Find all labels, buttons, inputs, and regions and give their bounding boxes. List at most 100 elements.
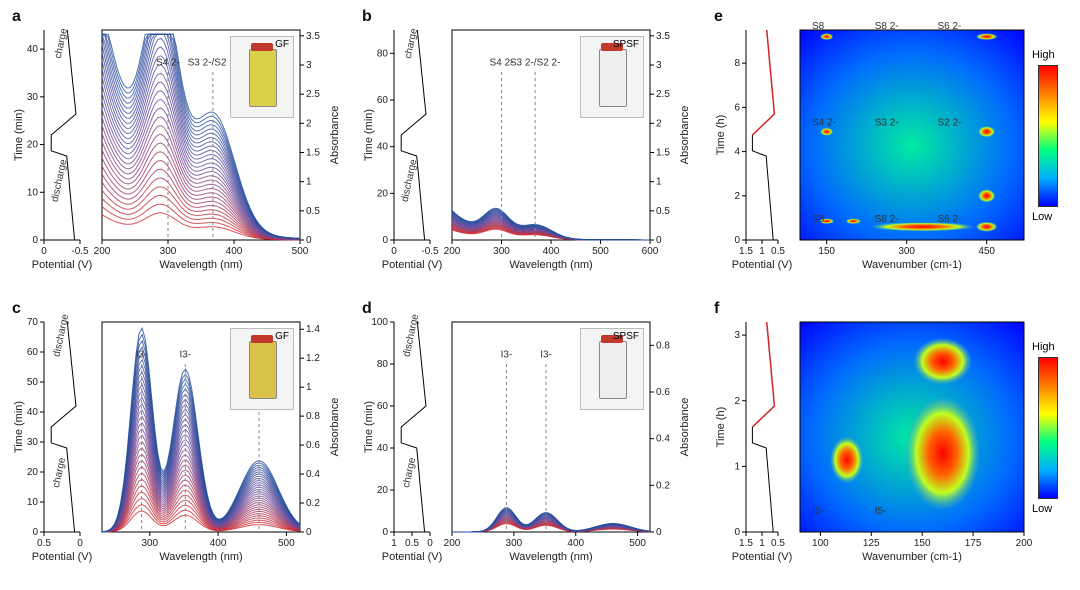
svg-text:Potential (V): Potential (V) bbox=[382, 551, 443, 563]
svg-text:200: 200 bbox=[444, 538, 461, 549]
colorbar-low-e: Low bbox=[1032, 211, 1052, 223]
svg-text:1: 1 bbox=[759, 246, 765, 257]
svg-text:0.6: 0.6 bbox=[306, 440, 320, 451]
svg-text:Potential (V): Potential (V) bbox=[732, 259, 793, 271]
svg-text:Absorbance: Absorbance bbox=[329, 398, 341, 457]
svg-text:-0.5: -0.5 bbox=[421, 246, 439, 257]
svg-text:60: 60 bbox=[377, 401, 389, 412]
svg-text:Time (min): Time (min) bbox=[363, 109, 375, 161]
svg-text:2: 2 bbox=[656, 118, 662, 129]
svg-text:500: 500 bbox=[629, 538, 646, 549]
svg-text:-0.5: -0.5 bbox=[71, 246, 89, 257]
svg-text:2: 2 bbox=[734, 191, 740, 202]
inset-photo-a: GF bbox=[230, 36, 294, 118]
svg-text:0: 0 bbox=[391, 246, 397, 257]
svg-text:Time (min): Time (min) bbox=[363, 401, 375, 453]
inset-photo-c: GF bbox=[230, 328, 294, 410]
svg-text:400: 400 bbox=[567, 538, 584, 549]
svg-text:Wavenumber (cm-1): Wavenumber (cm-1) bbox=[862, 551, 962, 563]
svg-text:0.2: 0.2 bbox=[306, 498, 320, 509]
svg-text:200: 200 bbox=[94, 246, 111, 257]
svg-text:80: 80 bbox=[377, 48, 389, 59]
svg-text:1: 1 bbox=[734, 461, 740, 472]
svg-text:0: 0 bbox=[306, 235, 312, 246]
svg-text:Wavelength (nm): Wavelength (nm) bbox=[159, 259, 242, 271]
svg-text:0.8: 0.8 bbox=[656, 340, 670, 351]
svg-text:Potential (V): Potential (V) bbox=[732, 551, 793, 563]
svg-text:S8: S8 bbox=[812, 21, 825, 32]
svg-text:40: 40 bbox=[27, 44, 39, 55]
svg-text:150: 150 bbox=[914, 538, 931, 549]
svg-text:Potential (V): Potential (V) bbox=[32, 551, 93, 563]
svg-text:Time (min): Time (min) bbox=[13, 109, 25, 161]
svg-text:300: 300 bbox=[141, 538, 158, 549]
colorbar-f bbox=[1038, 357, 1058, 499]
svg-text:discharge: discharge bbox=[400, 158, 420, 203]
panel-c: 010203040506070Time (min)0.50Potential (… bbox=[10, 300, 348, 570]
panel-a: 010203040Time (min)0-0.5Potential (V)cha… bbox=[10, 8, 348, 278]
svg-text:0: 0 bbox=[32, 235, 38, 246]
svg-text:S3 2-: S3 2- bbox=[875, 117, 899, 128]
svg-text:Potential (V): Potential (V) bbox=[32, 259, 93, 271]
svg-text:Absorbance: Absorbance bbox=[679, 398, 691, 457]
svg-text:1.5: 1.5 bbox=[739, 538, 753, 549]
svg-text:0.8: 0.8 bbox=[306, 411, 320, 422]
inset-photo-d: SPSF bbox=[580, 328, 644, 410]
svg-text:1: 1 bbox=[391, 538, 397, 549]
svg-text:70: 70 bbox=[27, 317, 39, 328]
svg-text:60: 60 bbox=[27, 347, 39, 358]
svg-text:100: 100 bbox=[371, 317, 388, 328]
svg-text:0: 0 bbox=[656, 527, 662, 538]
svg-text:125: 125 bbox=[863, 538, 880, 549]
svg-text:Time (h): Time (h) bbox=[715, 115, 727, 156]
svg-text:Absorbance: Absorbance bbox=[679, 106, 691, 165]
svg-text:400: 400 bbox=[210, 538, 227, 549]
svg-text:0: 0 bbox=[382, 235, 388, 246]
svg-text:40: 40 bbox=[27, 407, 39, 418]
svg-text:300: 300 bbox=[898, 246, 915, 257]
svg-text:Potential (V): Potential (V) bbox=[382, 259, 443, 271]
svg-text:2.5: 2.5 bbox=[306, 89, 320, 100]
svg-text:I3-: I3- bbox=[136, 350, 148, 361]
panel-d: 020406080100Time (min)10.50Potential (V)… bbox=[360, 300, 698, 570]
svg-text:1.5: 1.5 bbox=[656, 148, 670, 159]
svg-text:Wavelength (nm): Wavelength (nm) bbox=[509, 551, 592, 563]
svg-text:80: 80 bbox=[377, 359, 389, 370]
svg-text:300: 300 bbox=[493, 246, 510, 257]
svg-text:3.5: 3.5 bbox=[656, 31, 670, 42]
svg-text:0.5: 0.5 bbox=[656, 206, 670, 217]
svg-text:20: 20 bbox=[27, 467, 39, 478]
svg-text:1: 1 bbox=[656, 177, 662, 188]
svg-text:discharge: discharge bbox=[50, 158, 70, 203]
svg-text:S4 2-: S4 2- bbox=[812, 117, 836, 128]
svg-text:0.5: 0.5 bbox=[37, 538, 51, 549]
svg-text:1.4: 1.4 bbox=[306, 324, 320, 335]
svg-text:150: 150 bbox=[818, 246, 835, 257]
svg-text:2.5: 2.5 bbox=[656, 89, 670, 100]
colorbar-e bbox=[1038, 65, 1058, 207]
panel-e: 02468Time (h)1.510.5Potential (V)1503004… bbox=[712, 8, 1072, 278]
svg-text:S8: S8 bbox=[812, 214, 825, 225]
svg-text:0: 0 bbox=[734, 527, 740, 538]
svg-text:1: 1 bbox=[306, 177, 312, 188]
svg-text:8: 8 bbox=[734, 58, 740, 69]
svg-text:charge: charge bbox=[401, 456, 418, 489]
svg-text:10: 10 bbox=[27, 497, 39, 508]
svg-text:S4 2-: S4 2- bbox=[156, 58, 180, 69]
svg-text:300: 300 bbox=[160, 246, 177, 257]
svg-text:300: 300 bbox=[506, 538, 523, 549]
svg-text:20: 20 bbox=[377, 188, 389, 199]
svg-text:500: 500 bbox=[278, 538, 295, 549]
svg-text:S6 2-: S6 2- bbox=[937, 214, 961, 225]
svg-text:charge: charge bbox=[53, 27, 70, 60]
svg-text:S8 2-: S8 2- bbox=[875, 21, 899, 32]
svg-text:0.5: 0.5 bbox=[405, 538, 419, 549]
svg-text:4: 4 bbox=[734, 147, 740, 158]
svg-text:Wavenumber (cm-1): Wavenumber (cm-1) bbox=[862, 259, 962, 271]
svg-text:100: 100 bbox=[812, 538, 829, 549]
svg-text:Absorbance: Absorbance bbox=[329, 106, 341, 165]
svg-text:0.6: 0.6 bbox=[656, 387, 670, 398]
svg-text:I5-: I5- bbox=[875, 506, 887, 517]
svg-text:0.5: 0.5 bbox=[306, 206, 320, 217]
svg-text:6: 6 bbox=[734, 102, 740, 113]
